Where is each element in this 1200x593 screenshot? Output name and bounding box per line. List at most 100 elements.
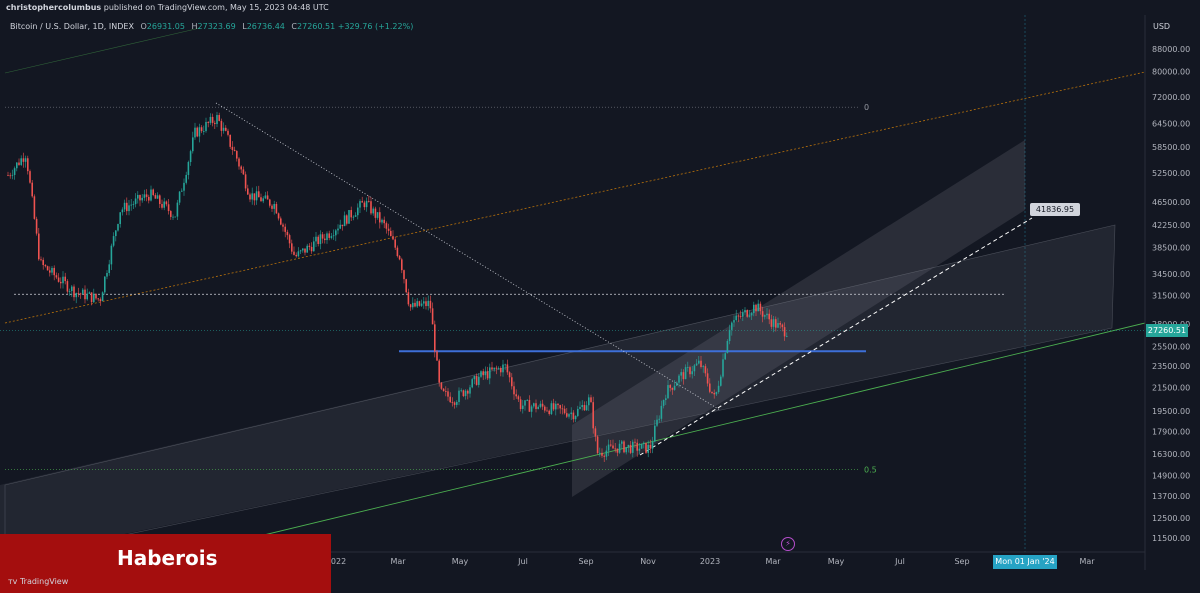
candle-body [49, 270, 51, 273]
candle-body [220, 120, 223, 131]
candle-body [326, 233, 328, 241]
candle-body [29, 171, 31, 183]
candle-body [783, 327, 786, 337]
candle-body [68, 291, 71, 292]
candle-body [101, 292, 104, 302]
candle-body [9, 175, 11, 177]
close-value: 27260.51 [297, 22, 336, 31]
candle-body [469, 387, 471, 394]
candle-body [346, 215, 348, 224]
candle-body [123, 202, 126, 210]
candle-body [447, 391, 449, 397]
candle-body [60, 281, 62, 284]
candle-body [563, 408, 566, 414]
candle-body [293, 251, 295, 255]
candle-body [385, 223, 388, 229]
candle-body [348, 210, 350, 224]
candle-body [698, 360, 700, 364]
candle-body [431, 308, 434, 325]
candle-body [673, 385, 676, 390]
time-tick-label: 2022 [326, 557, 346, 566]
candle-body [229, 134, 231, 147]
candle-body [119, 212, 121, 225]
candle-body [500, 368, 502, 373]
candle-body [456, 402, 458, 405]
candle-body [310, 246, 313, 252]
candle-body [297, 251, 300, 257]
candle-body [764, 315, 766, 317]
candle-body [352, 216, 355, 218]
candle-body [495, 367, 498, 369]
candle-body [251, 193, 253, 200]
candle-body [163, 201, 165, 208]
candle-body [458, 390, 460, 403]
flash-icon[interactable]: ⚡ [781, 537, 795, 551]
currency-label[interactable]: USD [1153, 22, 1171, 31]
candle-body [207, 121, 209, 123]
candle-body [66, 281, 69, 292]
candle-body [528, 400, 531, 412]
candle-body [22, 158, 25, 162]
symbol-name[interactable]: Bitcoin / U.S. Dollar, 1D, INDEX [10, 22, 134, 31]
candle-body [733, 320, 735, 323]
candle-body [658, 418, 660, 420]
candle-body [462, 390, 465, 397]
candle-body [555, 403, 557, 410]
banner-text: Haberois [117, 546, 218, 570]
candle-body [665, 398, 667, 401]
candle-body [750, 313, 753, 316]
candle-body [181, 190, 183, 192]
candle-body [93, 293, 95, 303]
candle-body [269, 199, 271, 206]
candle-body [370, 201, 372, 214]
candle-body [126, 202, 128, 212]
candle-body [82, 289, 84, 295]
candle-body [361, 201, 363, 203]
candle-body [643, 442, 645, 444]
candle-body [588, 397, 590, 406]
candle-body [425, 301, 427, 307]
candle-body [552, 403, 555, 410]
candle-body [480, 371, 482, 377]
candle-body [781, 324, 784, 328]
candle-body [524, 400, 526, 406]
time-tick-label: May [828, 557, 845, 566]
candle-body [117, 224, 119, 231]
candle-body [482, 371, 484, 376]
candle-body [55, 275, 58, 278]
candle-body [159, 195, 161, 205]
candle-body [183, 182, 185, 191]
low-value: 26736.44 [246, 22, 285, 31]
watermark-banner [0, 534, 331, 593]
candle-body [561, 408, 564, 410]
candle-body [104, 276, 106, 293]
candle-body [121, 209, 124, 213]
candle-body [537, 406, 539, 410]
candle-body [165, 201, 168, 205]
candle-body [167, 204, 170, 212]
candle-body [592, 402, 594, 429]
candle-body [79, 293, 82, 295]
author-name[interactable]: christophercolumbus [6, 3, 102, 12]
candle-body [216, 115, 218, 124]
candle-body [247, 188, 249, 195]
symbol-legend: Bitcoin / U.S. Dollar, 1D, INDEX O26931.… [10, 22, 413, 31]
candle-body [533, 403, 535, 407]
candle-body [662, 400, 665, 406]
high-value: 27323.69 [197, 22, 236, 31]
candle-body [196, 127, 198, 137]
candle-body [682, 372, 685, 380]
candle-body [368, 200, 370, 202]
candle-body [775, 319, 777, 328]
candle-body [319, 234, 322, 244]
candle-body [172, 216, 174, 218]
price-tick-label: 34500.00 [1152, 270, 1190, 279]
candle-body [143, 194, 146, 198]
candle-body [38, 233, 40, 260]
time-tick-label: Nov [640, 557, 656, 566]
candle-body [185, 174, 187, 183]
candle-body [757, 303, 759, 312]
candle-body [31, 182, 33, 197]
